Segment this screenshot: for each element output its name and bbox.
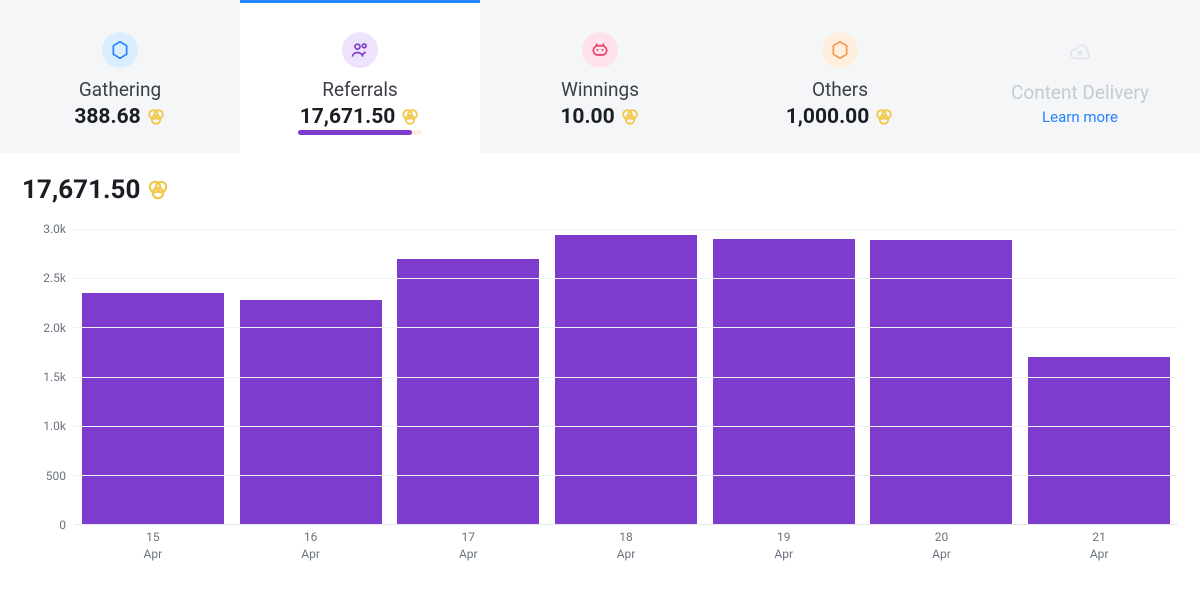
tab-value-row: 1,000.00 [786, 105, 895, 129]
tab-value: 388.68 [74, 105, 140, 129]
tab-label: Others [812, 78, 868, 101]
coin-icon [146, 107, 166, 127]
x-tick-label: 16Apr [232, 529, 390, 563]
bar[interactable] [240, 300, 382, 524]
grid-line [74, 327, 1178, 328]
x-tick-month: Apr [232, 546, 390, 563]
chart-title-value: 17,671.50 [22, 175, 140, 205]
x-tick-month: Apr [705, 546, 863, 563]
bar-chart: 05001.0k1.5k2.0k2.5k3.0k 15Apr16Apr17Apr… [22, 229, 1178, 569]
x-tick-day: 18 [547, 529, 705, 546]
chart-title-row: 17,671.50 [22, 175, 1178, 205]
tab-label: Gathering [79, 78, 161, 101]
grid-line [74, 278, 1178, 279]
hexagon-icon [102, 32, 138, 68]
coin-icon [874, 107, 894, 127]
x-tick-day: 15 [74, 529, 232, 546]
x-tick-label: 18Apr [547, 529, 705, 563]
y-tick-label: 500 [46, 469, 66, 483]
tab-others[interactable]: Others 1,000.00 [720, 0, 960, 153]
x-tick-day: 21 [1020, 529, 1178, 546]
x-tick-label: 20Apr [863, 529, 1021, 563]
x-tick-month: Apr [389, 546, 547, 563]
tab-content: Content Delivery Learn more [960, 0, 1200, 153]
tab-label: Content Delivery [1011, 81, 1149, 104]
cloud-icon [1062, 35, 1098, 71]
tab-winnings[interactable]: Winnings 10.00 [480, 0, 720, 153]
tab-value-row: 10.00 [560, 105, 639, 129]
x-tick-month: Apr [1020, 546, 1178, 563]
tab-gathering[interactable]: Gathering 388.68 [0, 0, 240, 153]
x-tick-day: 16 [232, 529, 390, 546]
progress-fill [298, 130, 412, 135]
y-tick-label: 1.0k [43, 419, 66, 433]
x-tick-day: 17 [389, 529, 547, 546]
y-tick-label: 2.0k [43, 321, 66, 335]
x-tick-day: 19 [705, 529, 863, 546]
x-axis: 15Apr16Apr17Apr18Apr19Apr20Apr21Apr [74, 529, 1178, 563]
tab-value: 10.00 [560, 105, 614, 129]
tab-label: Winnings [561, 78, 639, 101]
x-tick-label: 15Apr [74, 529, 232, 563]
tab-value-row: 388.68 [74, 105, 165, 129]
learn-more-link[interactable]: Learn more [1042, 108, 1118, 126]
x-tick-label: 17Apr [389, 529, 547, 563]
y-tick-label: 1.5k [43, 370, 66, 384]
tab-label: Referrals [322, 78, 398, 101]
tab-referrals[interactable]: Referrals 17,671.50 [240, 0, 480, 153]
y-tick-label: 0 [59, 518, 66, 532]
tab-value: 17,671.50 [300, 105, 396, 129]
progress-track [298, 130, 422, 135]
x-tick-label: 19Apr [705, 529, 863, 563]
piggy-icon [582, 32, 618, 68]
tab-value-row: 17,671.50 [300, 105, 421, 129]
x-tick-label: 21Apr [1020, 529, 1178, 563]
x-tick-day: 20 [863, 529, 1021, 546]
plot-area [74, 229, 1178, 525]
coin-icon [146, 178, 170, 202]
bar[interactable] [713, 239, 855, 524]
grid-line [74, 426, 1178, 427]
tab-value: 1,000.00 [786, 105, 870, 129]
chart-area: 17,671.50 05001.0k1.5k2.0k2.5k3.0k 15Apr… [0, 153, 1200, 569]
x-tick-month: Apr [74, 546, 232, 563]
grid-line [74, 229, 1178, 230]
x-tick-month: Apr [547, 546, 705, 563]
x-tick-month: Apr [863, 546, 1021, 563]
grid-line [74, 475, 1178, 476]
hexagon-icon [822, 32, 858, 68]
people-icon [342, 32, 378, 68]
coin-icon [400, 107, 420, 127]
bar[interactable] [870, 240, 1012, 524]
y-tick-label: 2.5k [43, 271, 66, 285]
bar[interactable] [1028, 357, 1170, 524]
coin-icon [620, 107, 640, 127]
y-axis: 05001.0k1.5k2.0k2.5k3.0k [22, 229, 74, 525]
y-tick-label: 3.0k [43, 222, 66, 236]
bar[interactable] [397, 259, 539, 525]
tabs-row: Gathering 388.68 Referrals 17,671.50 Winni… [0, 0, 1200, 153]
grid-line [74, 377, 1178, 378]
